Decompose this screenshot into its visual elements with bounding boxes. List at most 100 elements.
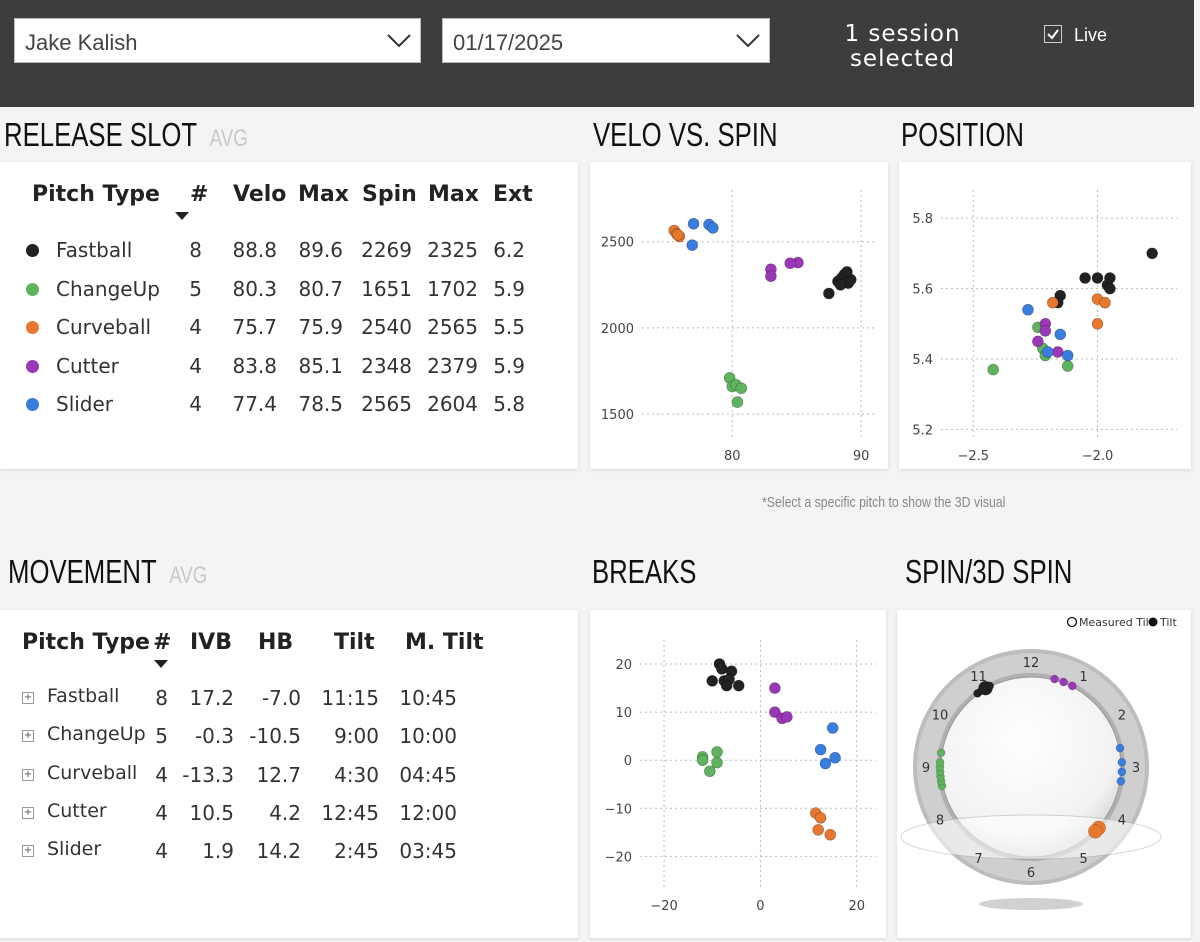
expand-icon[interactable]: + <box>22 806 34 819</box>
column-header-1[interactable]: # <box>190 182 209 207</box>
clock-label: 2 <box>1118 709 1126 724</box>
data-point-curveball <box>814 812 827 824</box>
pitch-type-name[interactable]: Slider <box>56 392 114 416</box>
column-header-2[interactable]: Velo <box>233 182 287 207</box>
expand-icon[interactable]: + <box>22 730 34 743</box>
column-header-5[interactable]: Max <box>428 182 479 207</box>
pitch-type-name[interactable]: ChangeUp <box>56 276 160 301</box>
column-header-2[interactable]: IVB <box>190 630 232 655</box>
pitch-type-name[interactable]: ChangeUp <box>47 723 146 746</box>
sort-desc-icon[interactable] <box>154 660 168 668</box>
pitch-type-name[interactable]: Cutter <box>56 353 119 378</box>
column-header-1[interactable]: # <box>153 630 172 655</box>
table-cell: 2565 <box>427 315 478 339</box>
expand-icon[interactable]: + <box>22 768 34 781</box>
date-dropdown[interactable]: 01/17/2025 <box>442 18 770 63</box>
tilt-marker-slider <box>1117 767 1127 777</box>
data-point-cutter <box>1051 346 1064 358</box>
table-cell: 85.1 <box>298 353 343 378</box>
x-tick-label: −2.5 <box>958 449 990 464</box>
data-point-slider <box>819 757 832 770</box>
pitcher-dropdown-value: Jake Kalish <box>25 30 138 55</box>
table-cell: 8 <box>155 686 168 710</box>
data-point-slider <box>687 217 700 230</box>
table-cell: 2565 <box>361 392 412 416</box>
tilt-marker-cutter <box>1050 674 1059 684</box>
column-header-0[interactable]: Pitch Type <box>32 182 160 207</box>
table-cell: 5.9 <box>493 276 525 301</box>
y-tick-label: 5.8 <box>912 212 933 227</box>
data-point-changeup <box>987 363 999 376</box>
pitch-type-name[interactable]: Curveball <box>56 315 152 339</box>
clock-label: 12 <box>1023 656 1040 671</box>
data-point-fastball <box>732 679 745 692</box>
table-cell: 11:15 <box>321 686 379 710</box>
pitch-type-name[interactable]: Cutter <box>47 799 107 822</box>
table-cell: 17.2 <box>189 686 234 710</box>
table-cell: 78.5 <box>298 392 343 416</box>
legend-label: Measured Tilt <box>1079 616 1154 629</box>
clock-label: 3 <box>1132 761 1140 776</box>
live-label: Live <box>1074 25 1108 45</box>
chevron-down-icon <box>387 34 411 48</box>
table-cell: 4:30 <box>334 762 379 787</box>
spin-3d-card: Measured Tilt Tilt 12 1 2 3 4 5 6 7 8 9 10 11 <box>897 610 1191 938</box>
clock-label: 6 <box>1027 866 1035 881</box>
pitch-type-name[interactable]: Fastball <box>56 238 133 262</box>
column-header-5[interactable]: M. Tilt <box>405 630 484 655</box>
table-cell: 89.6 <box>298 238 343 262</box>
table-cell: 4 <box>189 353 202 378</box>
table-cell: 8 <box>189 238 202 262</box>
column-header-0[interactable]: Pitch Type <box>22 630 150 655</box>
clock-label: 11 <box>970 670 987 685</box>
table-cell: 80.7 <box>298 276 343 301</box>
position-card: 5.2 5.4 5.6 5.8 −2.5 −2.0 <box>899 162 1191 469</box>
release-slot-avg: AVG <box>209 125 248 152</box>
expand-icon[interactable]: + <box>22 845 34 858</box>
clock-label: 5 <box>1079 852 1087 867</box>
live-toggle[interactable]: Live <box>1044 25 1107 46</box>
pitcher-dropdown[interactable]: Jake Kalish <box>14 18 421 63</box>
column-header-3[interactable]: HB <box>258 630 294 655</box>
y-tick-label: −20 <box>605 850 632 865</box>
data-point-curveball <box>812 824 825 836</box>
pitch-type-name[interactable]: Fastball <box>47 685 120 707</box>
data-point-changeup <box>735 382 748 395</box>
table-cell: 4 <box>155 839 168 864</box>
movement-card: Pitch Type # IVB HB Tilt M. Tilt + Fastball 8 17.… <box>0 610 578 938</box>
table-cell: -10.5 <box>249 724 301 749</box>
velo-spin-title: VELO VS. SPIN <box>593 116 778 153</box>
pitch-color-dot <box>26 321 39 334</box>
live-checkbox[interactable] <box>1044 25 1062 43</box>
x-tick-label: 90 <box>853 449 870 464</box>
table-cell: 1651 <box>361 276 412 301</box>
table-cell: 5 <box>155 724 168 749</box>
table-cell: 9:00 <box>334 724 379 749</box>
table-cell: 75.9 <box>298 315 343 339</box>
y-tick-label: −10 <box>605 802 632 817</box>
column-header-4[interactable]: Tilt <box>334 630 375 655</box>
data-point-cutter <box>1039 325 1052 337</box>
release-slot-title: RELEASE SLOT AVG <box>4 116 248 154</box>
data-point-changeup <box>704 765 716 778</box>
table-cell: 2348 <box>361 353 412 378</box>
pitch-type-name[interactable]: Curveball <box>47 761 138 784</box>
pitch-type-name[interactable]: Slider <box>47 838 102 861</box>
tilt-marker-slider <box>1117 757 1127 767</box>
x-tick-label: 80 <box>724 449 741 464</box>
column-header-6[interactable]: Ext <box>493 182 533 207</box>
velo-spin-chart: 1500 2000 2500 80 90 <box>601 190 874 464</box>
column-header-3[interactable]: Max <box>298 182 349 207</box>
release-slot-heading: RELEASE SLOT <box>4 116 198 153</box>
column-header-4[interactable]: Spin <box>362 182 417 207</box>
y-tick-label: 2000 <box>601 322 634 337</box>
data-point-changeup <box>711 756 723 769</box>
sort-desc-icon[interactable] <box>175 212 189 220</box>
table-cell: 5.9 <box>493 353 525 378</box>
x-tick-label: −20 <box>650 899 677 914</box>
table-cell: 4 <box>189 315 202 339</box>
pitch-color-dot <box>26 282 39 296</box>
expand-icon[interactable]: + <box>22 692 34 704</box>
tilt-marker-cutter <box>1068 681 1077 691</box>
y-tick-label: 20 <box>615 658 632 673</box>
